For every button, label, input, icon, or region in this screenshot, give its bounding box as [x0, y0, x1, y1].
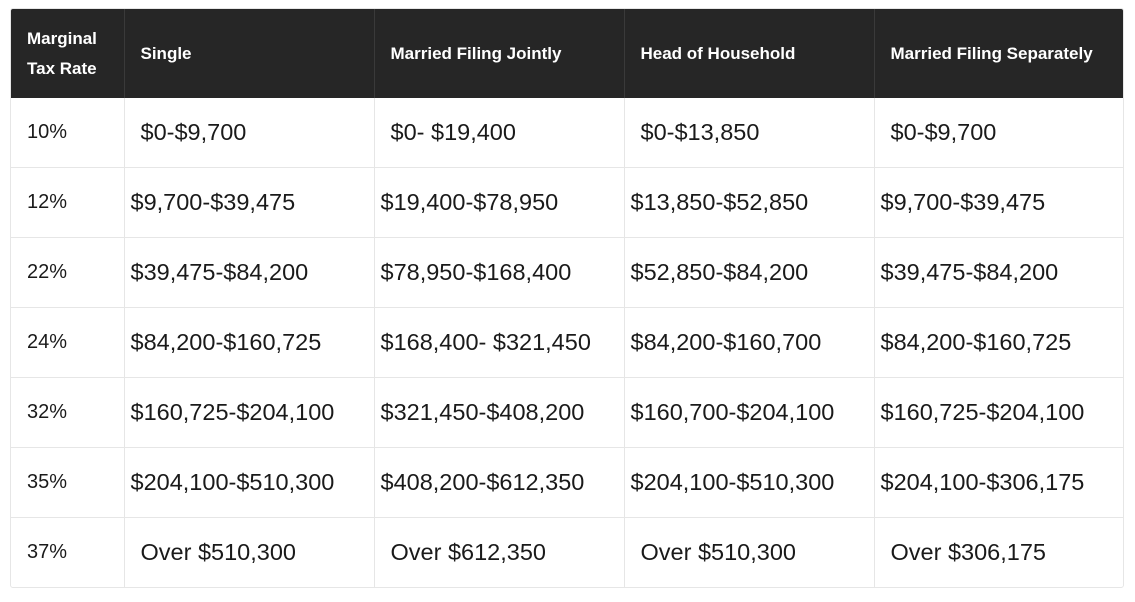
table-row: 22% $39,475-$84,200 $78,950-$168,400 $52… [11, 237, 1123, 308]
table-row: 10% $0-$9,700 $0- $19,400 $0-$13,850 $0-… [11, 98, 1123, 168]
table-body: 10% $0-$9,700 $0- $19,400 $0-$13,850 $0-… [11, 98, 1123, 587]
joint-range-cell: $168,400- $321,450 [374, 307, 625, 378]
separate-range-cell: $9,700-$39,475 [874, 167, 1123, 238]
joint-range-cell: $0- $19,400 [374, 98, 625, 168]
joint-range-cell: Over $612,350 [374, 517, 625, 587]
table-row: 37% Over $510,300 Over $612,350 Over $51… [11, 517, 1123, 587]
tax-bracket-table-container: Marginal Tax Rate Single Married Filing … [10, 8, 1124, 588]
rate-cell: 32% [11, 377, 125, 448]
joint-range-cell: $321,450-$408,200 [374, 377, 625, 448]
hoh-range-cell: $204,100-$510,300 [624, 447, 875, 518]
single-range-cell: $204,100-$510,300 [124, 447, 375, 518]
single-range-cell: $39,475-$84,200 [124, 237, 375, 308]
hoh-range-cell: $160,700-$204,100 [624, 377, 875, 448]
joint-range-cell: $78,950-$168,400 [374, 237, 625, 308]
tax-bracket-table: Marginal Tax Rate Single Married Filing … [11, 9, 1123, 587]
header-head-of-household: Head of Household [624, 9, 875, 98]
table-row: 24% $84,200-$160,725 $168,400- $321,450 … [11, 307, 1123, 378]
rate-cell: 10% [11, 98, 125, 168]
header-row: Marginal Tax Rate Single Married Filing … [11, 9, 1123, 98]
separate-range-cell: $204,100-$306,175 [874, 447, 1123, 518]
header-married-filing-jointly: Married Filing Jointly [374, 9, 625, 98]
hoh-range-cell: Over $510,300 [624, 517, 875, 587]
separate-range-cell: $160,725-$204,100 [874, 377, 1123, 448]
header-married-filing-separately: Married Filing Separately [874, 9, 1123, 98]
hoh-range-cell: $13,850-$52,850 [624, 167, 875, 238]
single-range-cell: $9,700-$39,475 [124, 167, 375, 238]
rate-cell: 24% [11, 307, 125, 378]
table-row: 32% $160,725-$204,100 $321,450-$408,200 … [11, 377, 1123, 448]
single-range-cell: $0-$9,700 [124, 98, 375, 168]
separate-range-cell: $84,200-$160,725 [874, 307, 1123, 378]
single-range-cell: $84,200-$160,725 [124, 307, 375, 378]
rate-cell: 35% [11, 447, 125, 518]
hoh-range-cell: $52,850-$84,200 [624, 237, 875, 308]
rate-cell: 22% [11, 237, 125, 308]
separate-range-cell: $0-$9,700 [874, 98, 1123, 168]
separate-range-cell: $39,475-$84,200 [874, 237, 1123, 308]
header-marginal-tax-rate: Marginal Tax Rate [11, 9, 125, 98]
single-range-cell: $160,725-$204,100 [124, 377, 375, 448]
header-single: Single [124, 9, 375, 98]
hoh-range-cell: $0-$13,850 [624, 98, 875, 168]
joint-range-cell: $19,400-$78,950 [374, 167, 625, 238]
joint-range-cell: $408,200-$612,350 [374, 447, 625, 518]
table-header: Marginal Tax Rate Single Married Filing … [11, 9, 1123, 98]
table-row: 35% $204,100-$510,300 $408,200-$612,350 … [11, 447, 1123, 518]
rate-cell: 12% [11, 167, 125, 238]
hoh-range-cell: $84,200-$160,700 [624, 307, 875, 378]
separate-range-cell: Over $306,175 [890, 539, 1046, 565]
single-range-cell: Over $510,300 [124, 517, 375, 587]
table-row: 12% $9,700-$39,475 $19,400-$78,950 $13,8… [11, 167, 1123, 238]
rate-cell: 37% [11, 517, 125, 587]
